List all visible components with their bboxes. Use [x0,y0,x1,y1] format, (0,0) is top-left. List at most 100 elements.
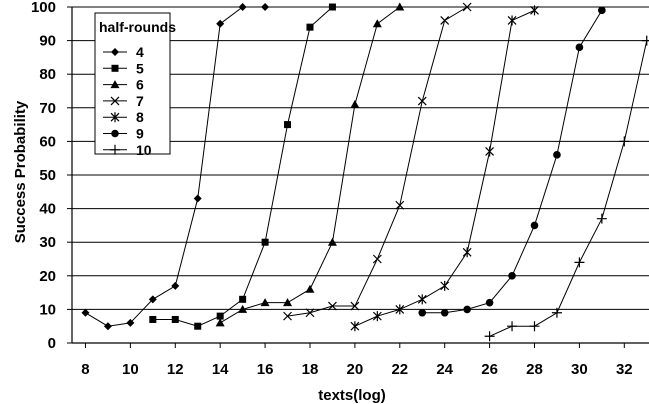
legend-label-9: 9 [136,126,144,142]
series-10 [484,35,649,342]
point-6-22 [395,2,405,11]
x-tick-label-32: 32 [616,361,633,378]
point-9-30 [575,43,584,52]
point-6-20 [350,99,360,108]
point-9-28 [530,221,539,230]
y-tick-label-70: 70 [39,100,56,117]
x-tick-label-28: 28 [526,361,543,378]
point-7-18 [305,308,315,318]
point-8-27 [507,15,517,26]
y-tick-label-40: 40 [39,201,56,218]
point-7-20 [350,301,360,311]
x-tick-label-26: 26 [481,361,498,378]
point-10-32 [619,136,630,147]
series-line-9 [422,10,603,314]
point-10-28 [529,321,540,332]
y-tick-label-20: 20 [39,268,56,285]
point-5-18 [306,23,314,31]
legend-entry-8: 8 [103,109,144,125]
legend-title: half-rounds [99,19,176,35]
point-5-17 [284,121,292,129]
point-4-11 [148,295,157,304]
point-10-31 [596,213,607,224]
point-9-23 [418,308,427,317]
y-tick-label-30: 30 [39,234,56,251]
point-9-25 [463,305,471,314]
legend-marker-10 [110,144,120,155]
point-5-14 [216,312,224,320]
point-10-33 [641,35,649,46]
legend-entry-9: 9 [103,126,144,142]
point-9-27 [508,272,516,280]
series-9 [418,6,606,317]
point-6-15 [238,304,248,313]
point-7-25 [462,2,472,12]
x-tick-label-30: 30 [571,361,588,378]
point-4-16 [261,3,270,11]
x-tick-label-14: 14 [212,361,229,378]
data-series [81,2,649,342]
point-6-17 [283,298,293,307]
legend-marker-7 [110,96,120,106]
series-line-10 [489,40,648,337]
point-4-14 [216,19,225,28]
y-axis-title: Success Probability [12,100,29,243]
point-9-24 [440,308,449,317]
legend-entry-4: 4 [103,44,144,60]
point-8-24 [440,280,450,291]
series-line-5 [152,6,333,327]
legend-marker-9 [111,129,119,138]
point-4-15 [238,3,247,11]
legend-entry-5: 5 [103,60,144,76]
point-6-18 [305,284,315,293]
legend-entry-6: 6 [103,77,144,93]
point-7-19 [328,301,337,311]
legend-label-6: 6 [136,77,144,93]
x-tick-label-18: 18 [302,361,319,378]
legend-box [94,12,171,155]
series-8 [350,5,539,332]
legend-marker-4 [111,48,119,56]
series-line-7 [287,6,468,317]
point-7-24 [440,16,450,25]
point-10-30 [574,257,585,268]
point-7-21 [372,254,382,264]
point-8-25 [462,247,472,258]
legend-label-7: 7 [136,93,144,109]
point-9-31 [598,6,606,15]
x-tick-label-12: 12 [167,361,184,378]
point-9-26 [485,298,494,307]
point-5-15 [239,295,247,303]
point-10-26 [484,331,495,342]
x-tick-label-16: 16 [257,361,274,378]
legend-label-5: 5 [136,60,144,76]
legend-label-8: 8 [136,109,144,125]
point-9-29 [553,151,561,159]
axes: 0 10 20 30 40 50 60 70 80 90 100 8 10 12 14 16 18 20 22 24 2… [31,0,649,378]
legend-marker-6 [110,80,120,89]
x-tick-label-8: 8 [81,361,89,378]
point-8-26 [485,146,495,157]
point-8-21 [372,311,382,322]
point-4-8 [81,308,90,317]
point-4-12 [171,281,180,290]
series-6 [215,2,405,327]
point-6-19 [327,237,337,246]
series-4 [81,3,270,331]
point-7-22 [395,200,405,210]
point-8-28 [530,5,539,16]
series-7 [283,2,472,321]
y-tick-label-0: 0 [48,335,56,352]
point-6-14 [215,318,225,327]
point-6-16 [260,298,270,307]
point-5-13 [194,322,202,330]
point-4-10 [126,318,135,327]
point-8-23 [417,294,427,305]
series-5 [149,3,336,330]
y-tick-label-10: 10 [39,301,56,318]
point-5-19 [328,3,336,11]
point-8-20 [350,321,360,332]
x-tick-label-10: 10 [122,361,139,378]
